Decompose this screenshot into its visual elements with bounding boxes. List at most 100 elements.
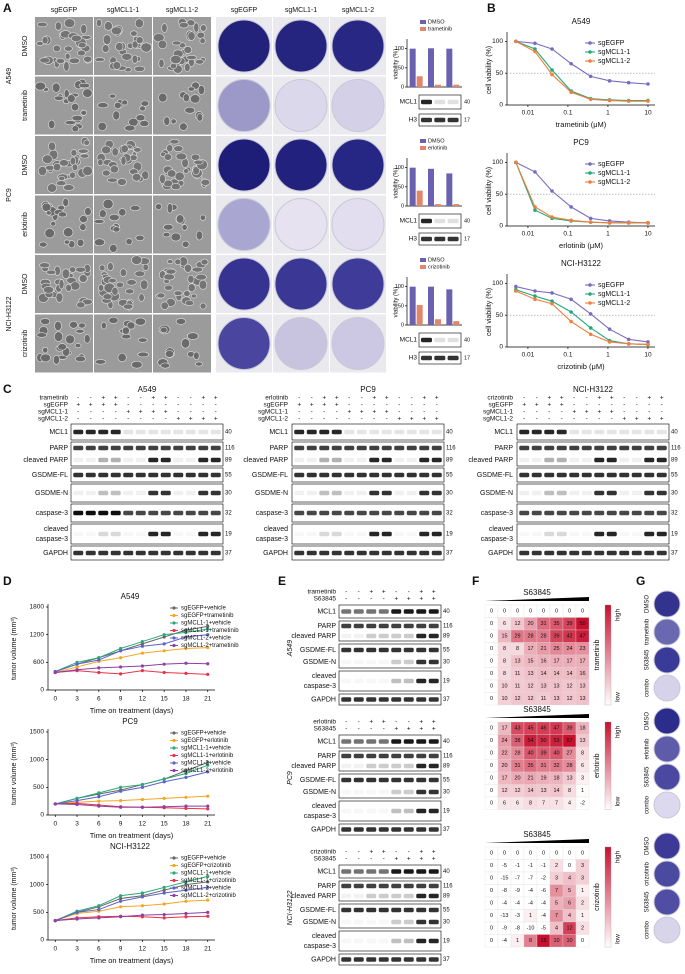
band — [531, 472, 542, 478]
cell-value: 42 — [566, 634, 572, 640]
point — [550, 291, 554, 295]
band — [419, 550, 430, 556]
blot-title: PC9 — [360, 385, 376, 394]
point — [162, 885, 166, 890]
cell-value: 7 — [555, 888, 558, 894]
sign: + — [89, 402, 93, 409]
point — [97, 799, 101, 803]
x-tick-label: 0.1 — [563, 110, 572, 117]
cell — [170, 54, 182, 65]
band — [185, 490, 196, 496]
legend-label: sgMCL1-1+trametinib — [181, 628, 239, 634]
mw-label: 37 — [446, 551, 453, 557]
cell — [173, 145, 184, 152]
band — [519, 429, 530, 435]
cell-value: 8 — [529, 801, 532, 807]
band — [394, 429, 405, 435]
series-line — [515, 161, 648, 224]
sign: - — [573, 402, 575, 409]
legend-marker — [172, 628, 176, 633]
cell-value: 0 — [490, 609, 493, 615]
sign: + — [660, 416, 664, 423]
band — [416, 609, 427, 614]
legend-marker — [172, 636, 176, 640]
cell-value: 28 — [514, 751, 520, 757]
sign: - — [345, 849, 347, 856]
band — [447, 218, 459, 224]
point — [162, 635, 166, 639]
cell — [174, 258, 182, 265]
legend-marker — [172, 606, 176, 610]
band — [353, 893, 364, 899]
band — [366, 907, 377, 913]
sign: - — [536, 409, 538, 416]
band — [369, 490, 380, 496]
point — [162, 891, 166, 895]
cell — [117, 353, 127, 362]
x-tick-label: 10 — [644, 352, 652, 359]
band — [394, 445, 405, 451]
cell-value: 20 — [527, 621, 533, 627]
blot-box — [338, 773, 442, 799]
point — [162, 777, 166, 781]
band — [160, 445, 171, 451]
band — [656, 550, 667, 556]
y-tick-label: 1800 — [30, 604, 45, 611]
cell — [135, 234, 145, 241]
band — [556, 510, 567, 516]
plate — [653, 618, 681, 646]
point — [140, 639, 144, 644]
sign: + — [164, 395, 168, 402]
colorbar — [604, 721, 612, 810]
band — [556, 445, 567, 451]
blot-label: H3 — [409, 355, 418, 362]
band — [419, 429, 430, 435]
point — [140, 642, 144, 646]
band — [631, 445, 642, 451]
condition-label: erlotinib — [313, 719, 336, 726]
cell-value: 20 — [514, 776, 520, 782]
sign: - — [548, 416, 550, 423]
band — [378, 827, 389, 832]
band — [556, 457, 567, 463]
sign: - — [370, 856, 372, 863]
point — [184, 883, 188, 887]
cell — [163, 223, 174, 231]
band — [416, 893, 427, 899]
cell-value: 8 — [503, 671, 506, 677]
sign: - — [523, 409, 525, 416]
band — [403, 659, 414, 665]
sign: - — [358, 596, 360, 603]
band — [431, 510, 442, 516]
band — [428, 753, 439, 759]
point — [514, 160, 518, 165]
point — [119, 899, 123, 903]
band — [519, 510, 530, 516]
cell — [189, 94, 201, 104]
band — [366, 883, 377, 889]
sign: + — [410, 416, 414, 423]
band — [544, 510, 555, 516]
band — [341, 869, 352, 874]
cell — [159, 173, 166, 184]
y-tick-label: 100 — [492, 159, 503, 166]
sign: - — [177, 402, 179, 409]
cell-value: -5 — [541, 926, 546, 932]
band — [148, 457, 159, 463]
cell-value: 12 — [501, 788, 507, 794]
legend-label: sgMCL1-2+vehicle — [181, 886, 232, 892]
x-tick-label: 0.1 — [563, 352, 572, 359]
band — [394, 510, 405, 516]
cell-value: 13 — [527, 671, 533, 677]
cell — [63, 227, 74, 238]
sign: - — [190, 409, 192, 416]
cell — [164, 350, 175, 358]
cell-value: 13 — [579, 738, 585, 744]
plate — [217, 19, 271, 73]
bar — [453, 84, 460, 87]
axis-label: crizotinib (μM) — [557, 362, 605, 371]
cell — [71, 163, 79, 171]
mw-label: 55 — [443, 778, 450, 784]
blot-box — [418, 332, 462, 348]
bar — [428, 286, 434, 325]
